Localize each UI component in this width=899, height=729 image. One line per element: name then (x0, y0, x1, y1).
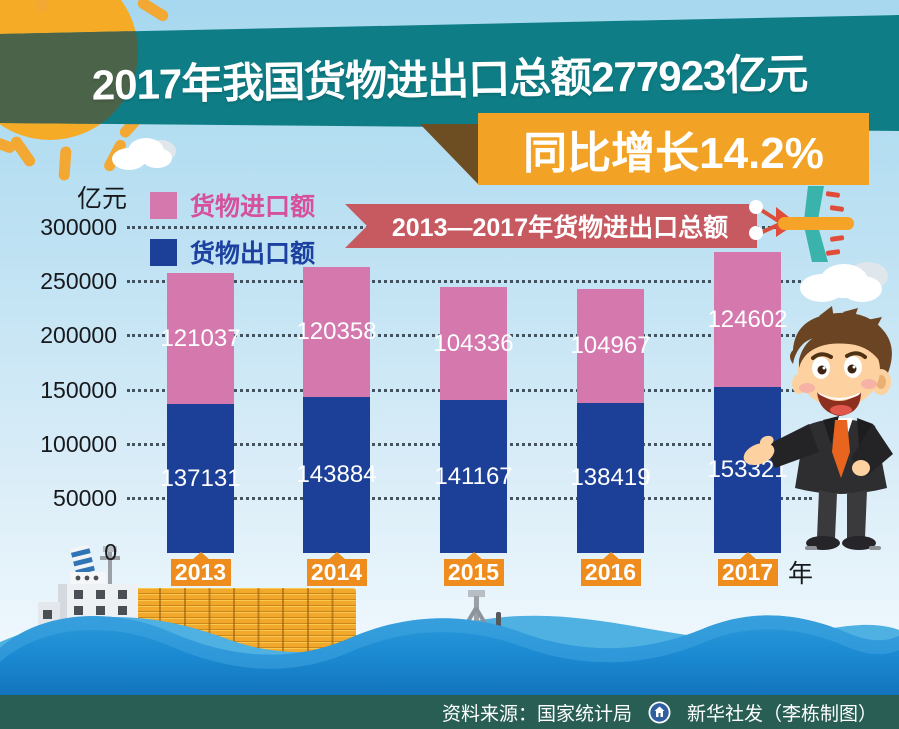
export-value: 138419 (570, 464, 651, 491)
title-banner: 2017年我国货物进出口总额277923亿元 (0, 15, 899, 131)
page-title: 2017年我国货物进出口总额277923亿元 (91, 50, 808, 109)
import-value: 104967 (570, 332, 651, 359)
year-badge-2015: 2015 (443, 559, 504, 586)
year-label: 2016 (584, 559, 637, 585)
year-label: 2017 (721, 559, 774, 585)
legend-swatch-import (150, 191, 177, 219)
y-tick-label: 0 (104, 539, 117, 565)
chart-title-ribbon: 2013—2017年货物进出口总额 (345, 204, 757, 248)
year-label: 2015 (447, 559, 500, 585)
xinhua-logo-icon (648, 701, 671, 723)
y-tick-label: 150000 (40, 376, 117, 403)
gridline (127, 280, 812, 284)
year-badge-2014: 2014 (306, 559, 367, 586)
footer-bar: 资料来源：国家统计局 新华社发（李栋制图） (0, 695, 899, 729)
legend-swatch-export (150, 238, 177, 266)
legend-item-export: 货物出口额 (150, 234, 315, 270)
bar-2016: 104967 138419 (570, 289, 651, 553)
chart-legend: 货物进口额 货物出口额 (150, 187, 315, 281)
airplane-icon (749, 186, 854, 262)
subtitle-banner: 同比增长14.2% (478, 113, 869, 185)
sun-ray-icon (58, 146, 72, 181)
legend-item-import: 货物进口额 (150, 187, 315, 223)
year-label: 2013 (174, 559, 227, 585)
import-segment: 120358 (296, 267, 377, 397)
credit-text: 新华社发（李栋制图） (686, 703, 877, 725)
cloud-icon (800, 262, 890, 306)
banner-fold-shape (420, 124, 478, 184)
cloud-icon (112, 138, 178, 172)
year-badge-2017: 2017 (717, 559, 778, 586)
y-tick-label: 200000 (40, 322, 117, 349)
import-value: 124602 (707, 305, 788, 333)
bar-2015: 104336 141167 (433, 287, 514, 553)
export-value: 137131 (160, 464, 241, 492)
year-label: 2014 (310, 559, 363, 585)
year-badge-2013: 2013 (170, 559, 231, 586)
import-value: 104336 (433, 329, 514, 357)
year-badge-2016: 2016 (580, 559, 641, 586)
sun-ray-icon (135, 0, 171, 24)
import-segment: 104336 (433, 287, 514, 400)
y-tick-label: 100000 (40, 430, 117, 457)
export-segment: 138419 (570, 403, 651, 553)
bar-2017: 124602 153321 (707, 252, 788, 553)
export-value: 143884 (296, 461, 377, 488)
businessman-cartoon (743, 306, 893, 550)
chart-title: 2013—2017年货物进出口总额 (391, 214, 729, 242)
y-axis-unit: 亿元 (76, 185, 127, 213)
bar-2014: 120358 143884 (296, 267, 377, 553)
y-tick-label: 50000 (53, 484, 117, 511)
page-subtitle: 同比增长14.2% (523, 129, 824, 178)
export-segment: 141167 (434, 400, 513, 553)
import-segment: 121037 (160, 273, 241, 404)
legend-label-import: 货物进口额 (190, 193, 316, 221)
export-segment: 137131 (160, 404, 241, 553)
import-segment: 124602 (707, 252, 788, 387)
y-tick-label: 250000 (40, 268, 117, 295)
y-tick-label: 300000 (40, 214, 117, 240)
x-axis-unit: 年 (788, 560, 814, 588)
import-value: 121037 (160, 324, 241, 352)
legend-label-export: 货物出口额 (190, 240, 316, 268)
import-segment: 104967 (570, 289, 651, 403)
export-value: 141167 (434, 462, 513, 490)
source-text: 资料来源：国家统计局 (441, 703, 632, 725)
bar-2013: 121037 137131 (160, 273, 241, 553)
import-value: 120358 (296, 318, 377, 345)
export-segment: 143884 (296, 397, 377, 553)
